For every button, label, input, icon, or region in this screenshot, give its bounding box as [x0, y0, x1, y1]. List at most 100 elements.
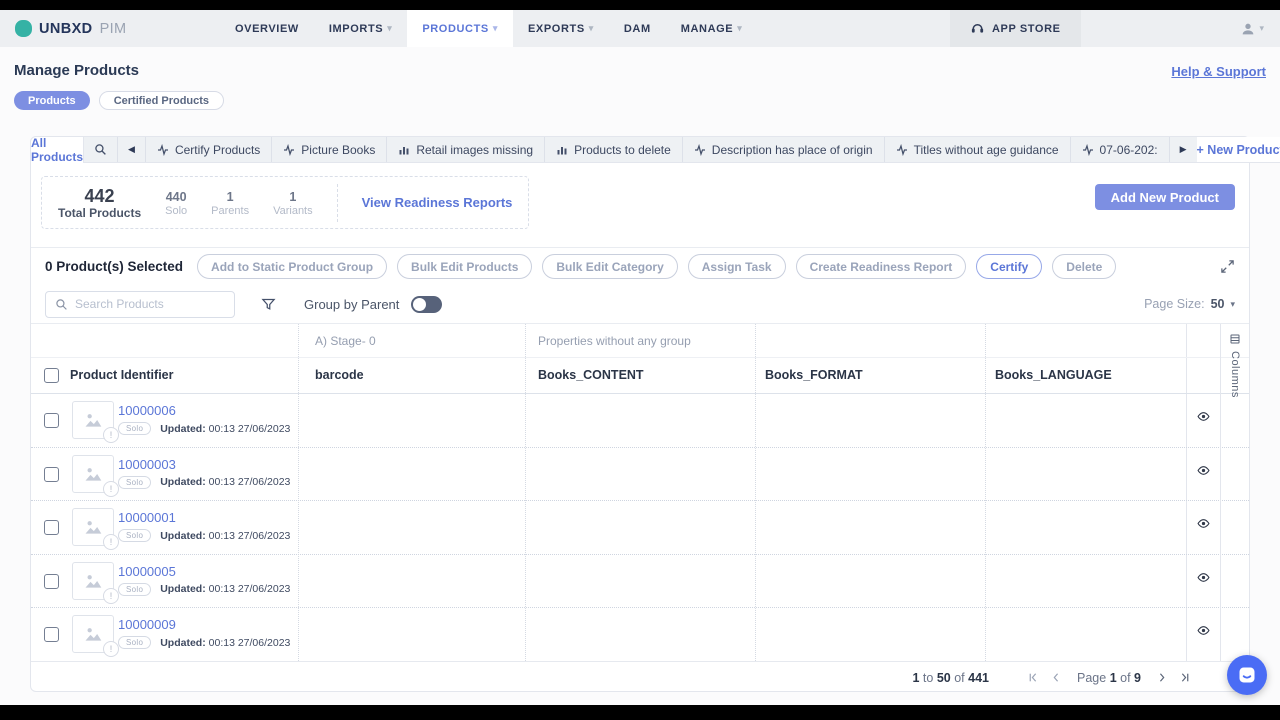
preview-row-button[interactable] [1191, 464, 1215, 477]
new-product-group-link[interactable]: + New Product Group [1196, 142, 1280, 157]
select-all-checkbox[interactable] [44, 368, 59, 383]
columns-rail[interactable]: Columns [1220, 324, 1249, 661]
preview-row-button[interactable] [1191, 624, 1215, 637]
add-to-static-group-button[interactable]: Add to Static Product Group [197, 254, 388, 279]
preview-row-button[interactable] [1191, 571, 1215, 584]
tab-label: Titles without age guidance [913, 142, 1059, 157]
assign-task-button[interactable]: Assign Task [687, 254, 786, 279]
expand-table-button[interactable] [1220, 259, 1235, 274]
product-thumbnail[interactable]: ! [72, 401, 119, 443]
add-new-product-button[interactable]: Add New Product [1094, 184, 1235, 210]
view-readiness-reports-link[interactable]: View Readiness Reports [361, 195, 513, 210]
product-id-link[interactable]: 10000005 [118, 563, 176, 579]
column-divider [1186, 324, 1187, 661]
solo-badge: Solo [118, 582, 152, 596]
tab-label: Products to delete [574, 142, 671, 157]
product-thumbnail[interactable]: ! [72, 561, 119, 604]
column-books-content: Books_CONTENT [538, 368, 644, 382]
chevron-down-icon: ▾ [1230, 298, 1235, 309]
pagination-range: 1 to 50 of 441 [912, 671, 989, 685]
stat-value: 1 [289, 189, 297, 204]
app-store-label: APP STORE [992, 22, 1061, 35]
updated-text: Updated: 00:13 27/06/2023 [160, 476, 290, 488]
column-divider [298, 324, 299, 661]
product-id-link[interactable]: 10000009 [118, 617, 176, 632]
pulse-icon [896, 143, 907, 156]
search-products-input[interactable] [75, 297, 215, 311]
product-thumbnail[interactable]: ! [72, 508, 119, 550]
updated-text: Updated: 00:13 27/06/2023 [160, 583, 290, 595]
chat-launcher-button[interactable] [1227, 655, 1267, 695]
chevron-down-icon: ▾ [1259, 23, 1264, 33]
preview-row-button[interactable] [1191, 517, 1215, 530]
certify-button[interactable]: Certify [976, 254, 1043, 279]
last-page-button[interactable] [1178, 671, 1191, 684]
eye-icon [1196, 412, 1210, 421]
updated-value: 00:13 27/06/2023 [208, 476, 291, 488]
range-of-word: of [954, 670, 965, 685]
property-group-header-row: A) Stage- 0 Properties without any group [31, 324, 1249, 358]
updated-value: 00:13 27/06/2023 [208, 422, 291, 435]
user-menu[interactable]: ▾ [1240, 10, 1264, 47]
help-support-link[interactable]: Help & Support [1171, 64, 1266, 79]
row-checkbox[interactable] [44, 573, 59, 589]
nav-item-imports[interactable]: IMPORTS ▾ [314, 10, 407, 47]
row-checkbox[interactable] [44, 627, 59, 642]
product-thumbnail[interactable]: ! [72, 454, 119, 497]
triangle-left-icon: ◀ [128, 144, 135, 154]
nav-item-overview[interactable]: OVERVIEW [220, 10, 314, 47]
tab-titles-without-age-guidance[interactable]: Titles without age guidance [885, 137, 1071, 162]
updated-text: Updated: 00:13 27/06/2023 [160, 530, 290, 542]
nav-item-exports[interactable]: EXPORTS ▾ [513, 10, 609, 47]
product-id-link[interactable]: 10000006 [118, 403, 176, 418]
tab-date-group[interactable]: 07-06-202: [1071, 137, 1170, 162]
alert-badge-icon: ! [103, 427, 119, 443]
brand-logo[interactable]: UNBXD PIM [0, 10, 220, 47]
nav-item-dam[interactable]: DAM [609, 10, 666, 47]
bulk-edit-products-button[interactable]: Bulk Edit Products [397, 254, 533, 279]
tab-label: 07-06-202: [1099, 142, 1158, 157]
column-books-language: Books_LANGUAGE [995, 368, 1112, 382]
tabs-scroll-prev[interactable]: ◀ [118, 137, 146, 162]
tab-description-place-of-origin[interactable]: Description has place of origin [683, 137, 885, 162]
row-checkbox[interactable] [44, 466, 59, 482]
search-products-field [45, 290, 235, 318]
stat-parents: 1 Parents [211, 189, 249, 217]
tab-search-button[interactable] [84, 137, 119, 162]
nav-item-manage[interactable]: MANAGE ▾ [666, 10, 758, 47]
filter-funnel-button[interactable] [261, 297, 276, 312]
nav-item-products[interactable]: PRODUCTS ▾ [407, 10, 513, 47]
product-thumbnail[interactable]: ! [72, 615, 119, 657]
tab-all-products[interactable]: All Products [31, 136, 85, 164]
create-readiness-report-button[interactable]: Create Readiness Report [795, 254, 967, 279]
next-page-button[interactable] [1155, 671, 1168, 684]
tab-products-to-delete[interactable]: Products to delete [545, 137, 683, 162]
product-id-link[interactable]: 10000001 [118, 510, 176, 525]
prev-page-button[interactable] [1050, 671, 1063, 684]
row-checkbox[interactable] [44, 413, 59, 428]
alert-badge-icon: ! [103, 587, 119, 604]
bulk-edit-category-button[interactable]: Bulk Edit Category [542, 254, 678, 279]
tab-retail-images-missing[interactable]: Retail images missing [387, 137, 546, 162]
row-checkbox[interactable] [44, 520, 59, 535]
pill-certified-products[interactable]: Certified Products [98, 91, 225, 110]
pill-products[interactable]: Products [14, 91, 90, 110]
column-divider [985, 324, 986, 661]
product-id-link[interactable]: 10000003 [118, 456, 176, 472]
first-page-button[interactable] [1027, 671, 1040, 684]
pulse-icon [157, 143, 168, 156]
group-by-parent-toggle[interactable] [411, 295, 443, 313]
selected-count-text: 0 Product(s) Selected [45, 259, 184, 274]
tab-picture-books[interactable]: Picture Books [272, 137, 388, 162]
tabs-scroll-next[interactable]: ▶ [1170, 137, 1197, 162]
preview-row-button[interactable] [1191, 410, 1215, 423]
app-store-button[interactable]: APP STORE [950, 10, 1081, 47]
nav-label: PRODUCTS [422, 22, 489, 35]
page-size-select[interactable]: Page Size: 50 ▾ [1144, 297, 1235, 311]
table-row: ! 10000001 Solo Updated: 00:13 27/06/202… [31, 501, 1249, 555]
delete-button[interactable]: Delete [1052, 254, 1117, 279]
stat-total-products: 442 Total Products [58, 186, 141, 220]
nav-items: OVERVIEW IMPORTS ▾ PRODUCTS ▾ EXPORTS ▾ DAM… [220, 10, 757, 47]
tab-certify-products[interactable]: Certify Products [146, 137, 273, 162]
